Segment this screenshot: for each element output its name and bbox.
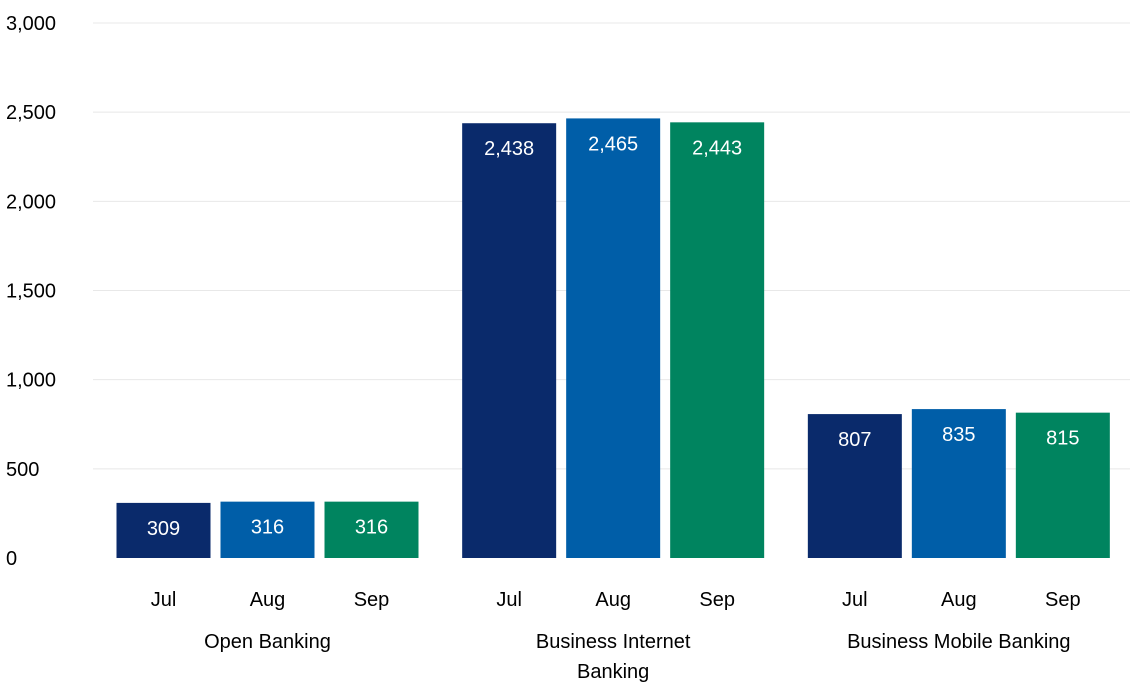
bar-sep xyxy=(1015,412,1110,558)
bar-sep xyxy=(324,501,419,558)
bar-sep xyxy=(670,122,765,558)
bar-jul xyxy=(462,123,557,559)
bar-jul xyxy=(807,414,902,558)
data-label: 2,443 xyxy=(692,137,742,159)
x-tick-label: Aug xyxy=(941,589,977,611)
x-tick-label: Sep xyxy=(699,589,735,611)
group-label: Business Internet xyxy=(536,631,691,653)
y-axis-ticks: 0 500 1,000 1,500 2,000 2,500 3,000 xyxy=(6,13,56,570)
x-axis-ticks: Jul Aug Sep Jul Aug Sep Jul Aug Sep xyxy=(151,589,1081,611)
y-tick-label: 0 xyxy=(6,548,17,570)
x-tick-label: Jul xyxy=(151,589,177,611)
bar-aug xyxy=(911,409,1006,558)
group-label: Business Mobile Banking xyxy=(847,631,1070,653)
x-tick-label: Aug xyxy=(595,589,631,611)
y-tick-label: 500 xyxy=(6,459,39,481)
y-tick-label: 1,000 xyxy=(6,370,56,392)
group-label: Banking xyxy=(577,661,649,683)
x-tick-label: Jul xyxy=(496,589,522,611)
data-label: 2,465 xyxy=(588,133,638,155)
data-label: 835 xyxy=(942,424,975,446)
bar-aug xyxy=(220,501,315,558)
data-label: 815 xyxy=(1046,428,1079,450)
x-tick-label: Jul xyxy=(842,589,868,611)
data-label: 316 xyxy=(355,517,388,539)
x-tick-label: Aug xyxy=(250,589,286,611)
data-label: 2,438 xyxy=(484,138,534,160)
data-label: 309 xyxy=(147,518,180,540)
group-labels: Open Banking Business Internet Banking Busi… xyxy=(204,631,1070,683)
y-tick-label: 2,500 xyxy=(6,102,56,124)
y-tick-label: 1,500 xyxy=(6,281,56,303)
bar-aug xyxy=(566,118,661,559)
y-tick-label: 2,000 xyxy=(6,191,56,213)
bars: 309 316 316 2,438 2,465 2,443 807 835 815 xyxy=(116,118,1110,559)
x-tick-label: Sep xyxy=(1045,589,1081,611)
y-tick-label: 3,000 xyxy=(6,13,56,35)
data-label: 807 xyxy=(838,429,871,451)
bar-jul xyxy=(116,502,211,558)
data-label: 316 xyxy=(251,517,284,539)
group-label: Open Banking xyxy=(204,631,331,653)
x-tick-label: Sep xyxy=(354,589,390,611)
